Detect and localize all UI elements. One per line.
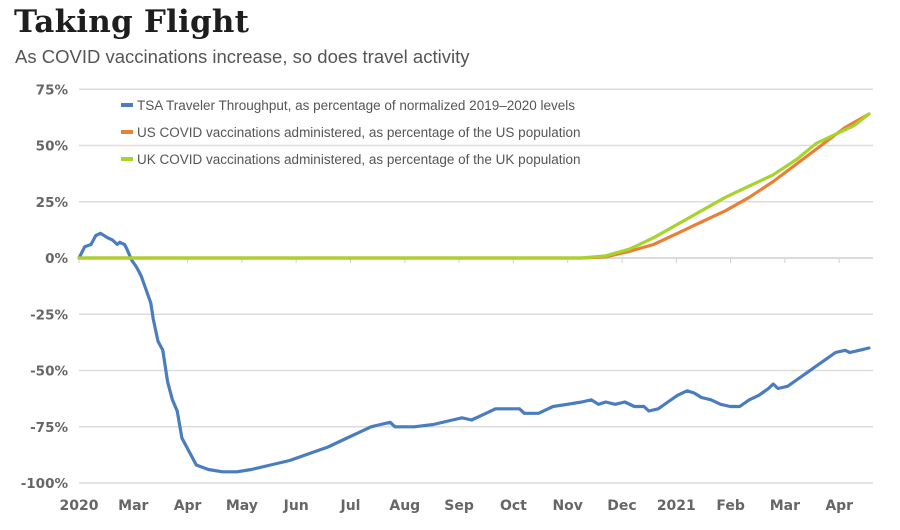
- y-axis: 75% 50% 25% 0% -25% -50% -75% -100%: [21, 82, 69, 492]
- x-tick-label: Mar: [118, 498, 148, 514]
- legend: TSA Traveler Throughput, as percentage o…: [121, 98, 581, 167]
- x-tick-label: Mar: [770, 498, 800, 514]
- x-tick-label: Oct: [500, 498, 527, 514]
- tsa-throughput-line: [77, 231, 871, 474]
- legend-swatch: [121, 130, 133, 134]
- x-tick-label: Apr: [174, 498, 202, 514]
- legend-item-tsa: TSA Traveler Throughput, as percentage o…: [121, 98, 575, 113]
- y-tick-label: -100%: [21, 476, 69, 492]
- legend-item-us: US COVID vaccinations administered, as p…: [121, 125, 581, 140]
- gridlines: [79, 88, 873, 484]
- x-tick-label: 2021: [657, 498, 696, 514]
- x-tick-label: Dec: [607, 498, 636, 514]
- x-tick-label: May: [226, 498, 258, 514]
- x-tick-label: Jun: [283, 498, 309, 514]
- x-tick-label: Aug: [389, 498, 420, 514]
- series-lines: [77, 112, 871, 474]
- y-tick-label: -50%: [30, 364, 68, 380]
- legend-item-uk: UK COVID vaccinations administered, as p…: [121, 152, 581, 167]
- x-tick-label: Apr: [825, 498, 853, 514]
- chart-subtitle: As COVID vaccinations increase, so does …: [15, 46, 470, 67]
- legend-label: TSA Traveler Throughput, as percentage o…: [137, 98, 575, 113]
- y-tick-label: -25%: [30, 307, 68, 323]
- legend-label: UK COVID vaccinations administered, as p…: [137, 152, 581, 167]
- x-tick-label: Nov: [552, 498, 582, 514]
- y-tick-label: -75%: [30, 420, 68, 436]
- y-tick-label: 0%: [45, 251, 68, 267]
- x-tick-label: 2020: [60, 498, 99, 514]
- x-tick-label: Sep: [444, 498, 474, 514]
- x-tick-label: Feb: [716, 498, 745, 514]
- legend-swatch: [121, 103, 133, 107]
- legend-swatch: [121, 157, 133, 161]
- x-axis: 2020 Mar Apr May Jun Jul Aug Sep Oct Nov Dec 2021 Fe…: [60, 259, 853, 514]
- chart-title: Taking Flight: [14, 4, 250, 40]
- y-tick-label: 50%: [36, 139, 69, 155]
- y-tick-label: 75%: [36, 82, 69, 98]
- y-tick-label: 25%: [36, 195, 69, 211]
- legend-label: US COVID vaccinations administered, as p…: [137, 125, 581, 140]
- uk-vaccination-line: [77, 112, 871, 260]
- x-tick-label: Jul: [340, 498, 361, 514]
